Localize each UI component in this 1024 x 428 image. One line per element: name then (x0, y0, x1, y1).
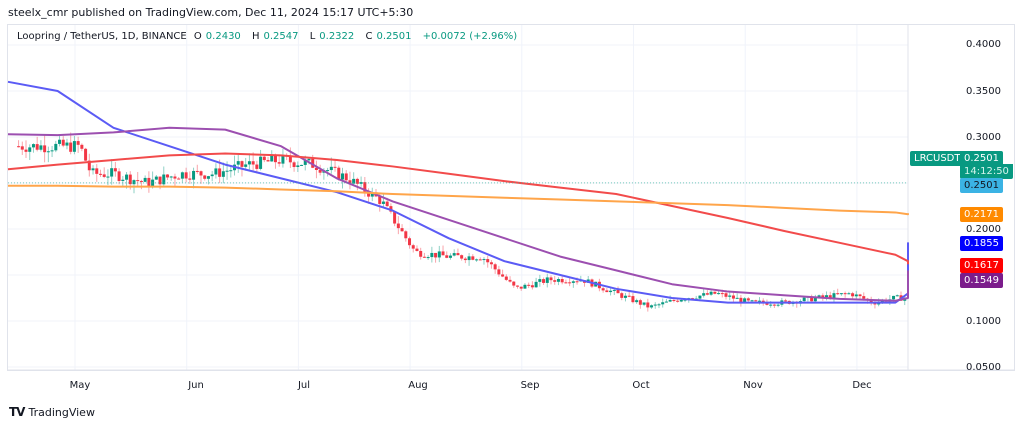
time-tick: Jun (188, 380, 204, 391)
open-value: 0.2430 (205, 31, 241, 42)
time-tick: Nov (743, 380, 763, 391)
time-tick: Dec (852, 380, 872, 391)
ma-blue-tag: 0.1855 (960, 236, 1003, 251)
brand-name: TradingView (28, 405, 95, 419)
time-tick: Oct (632, 380, 650, 391)
publisher-line: steelx_cmr published on TradingView.com,… (8, 6, 414, 19)
change-value: +0.0072 (+2.96%) (422, 31, 518, 42)
price-tag: 0.2501 (960, 151, 1003, 166)
low-value: 0.2322 (319, 31, 355, 42)
tradingview-logo-icon: TV (9, 405, 26, 419)
ma-orange-tag: 0.2171 (960, 207, 1003, 222)
symbol-tag: LRCUSDT (910, 151, 965, 166)
price-tick: 0.3000 (966, 132, 1001, 143)
symbol-legend: Loopring / TetherUS, 1D, BINANCE O 0.2430… (17, 31, 518, 42)
price-tick: 0.3500 (966, 86, 1001, 97)
time-tick: May (69, 380, 91, 391)
ma-red-tag: 0.1617 (960, 258, 1003, 273)
time-tick: Sep (520, 380, 540, 391)
symbol-name: Loopring / TetherUS, 1D, BINANCE (17, 31, 187, 42)
price-tick: 0.0500 (966, 362, 1001, 373)
price-tick: 0.4000 (966, 39, 1001, 50)
time-tick: Jul (297, 380, 311, 391)
last-price-tag: 0.2501 (960, 178, 1003, 193)
close-value: 0.2501 (376, 31, 412, 42)
footer-brand[interactable]: TV TradingView (9, 405, 95, 419)
countdown-tag: 14:12:50 (960, 164, 1013, 179)
price-tick: 0.1000 (966, 316, 1001, 327)
price-tick: 0.2000 (966, 224, 1001, 235)
time-tick: Aug (408, 380, 428, 391)
high-value: 0.2547 (263, 31, 299, 42)
ma-purple-tag: 0.1549 (960, 273, 1003, 288)
